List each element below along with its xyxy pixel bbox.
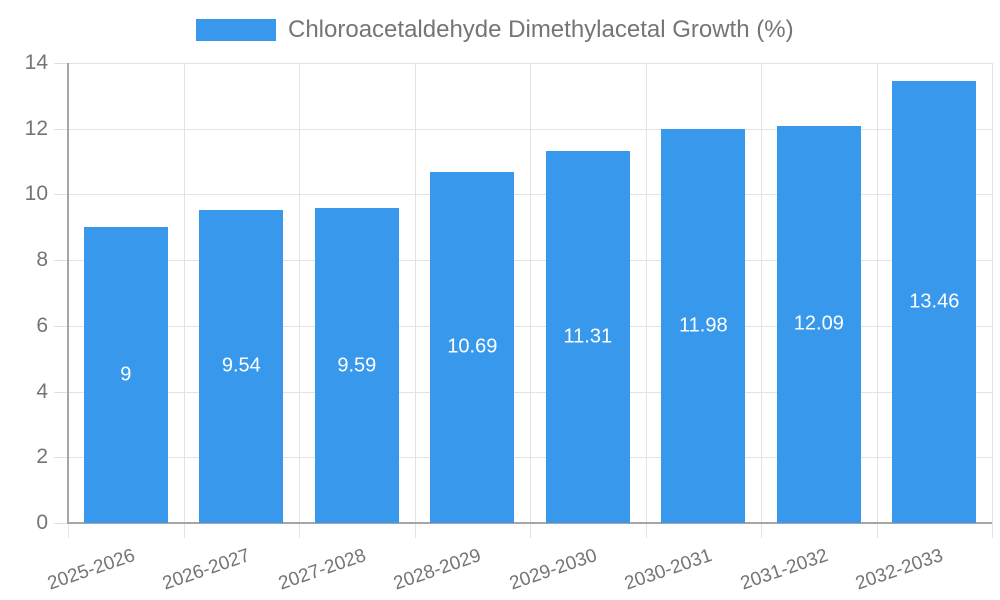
y-tick-label: 2 <box>36 445 48 468</box>
y-tick-mark <box>54 392 68 393</box>
y-tick-label: 8 <box>36 248 48 271</box>
bar <box>199 209 284 523</box>
x-tick-label: 2025-2026 <box>44 545 138 595</box>
y-tick-label: 0 <box>36 511 48 534</box>
y-tick-mark <box>54 457 68 458</box>
x-gridline <box>761 63 762 538</box>
y-tick-mark <box>54 194 68 195</box>
y-tick-label: 14 <box>24 51 48 74</box>
y-tick-mark <box>54 260 68 261</box>
bar <box>892 80 977 523</box>
x-tick-label: 2031-2032 <box>737 545 831 595</box>
y-tick-mark <box>54 129 68 130</box>
bar-value-label: 11.31 <box>563 325 613 348</box>
bar-value-label: 12.09 <box>793 312 844 335</box>
bar <box>545 151 630 523</box>
y-axis-line <box>67 63 69 523</box>
x-gridline <box>646 63 647 538</box>
chart-legend[interactable]: Chloroacetaldehyde Dimethylacetal Growth… <box>196 16 794 44</box>
legend-label: Chloroacetaldehyde Dimethylacetal Growth… <box>288 16 794 43</box>
y-tick-label: 4 <box>36 380 48 403</box>
x-tick-label: 2032-2033 <box>853 545 947 595</box>
x-gridline <box>184 63 185 538</box>
x-tick-label: 2028-2029 <box>391 545 485 595</box>
bar <box>430 171 515 523</box>
y-tick-mark <box>54 63 68 64</box>
x-gridline <box>992 63 993 538</box>
bar-value-label: 9.59 <box>337 354 377 376</box>
x-gridline <box>415 63 416 538</box>
legend-swatch <box>196 19 276 41</box>
bar <box>776 125 861 523</box>
bar-value-label: 10.69 <box>447 335 498 358</box>
x-axis-line <box>67 522 992 524</box>
x-tick-label: 2029-2030 <box>506 545 600 595</box>
bar <box>314 207 399 523</box>
bar <box>661 129 746 523</box>
x-tick-label: 2027-2028 <box>275 545 369 595</box>
y-tick-label: 10 <box>24 182 48 205</box>
bar-value-label: 9 <box>120 363 132 386</box>
y-tick-mark <box>54 523 68 524</box>
x-gridline <box>530 63 531 538</box>
bar-value-label: 11.98 <box>679 314 728 337</box>
bar <box>83 227 168 523</box>
x-tick-label: 2026-2027 <box>160 545 254 595</box>
y-tick-label: 6 <box>36 314 48 337</box>
x-gridline <box>877 63 878 538</box>
bar-value-label: 9.54 <box>221 354 261 377</box>
bar-value-label: 13.46 <box>909 290 960 313</box>
y-tick-label: 12 <box>24 117 48 140</box>
y-tick-mark <box>54 326 68 327</box>
x-gridline <box>299 63 300 538</box>
x-tick-label: 2030-2031 <box>622 545 716 595</box>
